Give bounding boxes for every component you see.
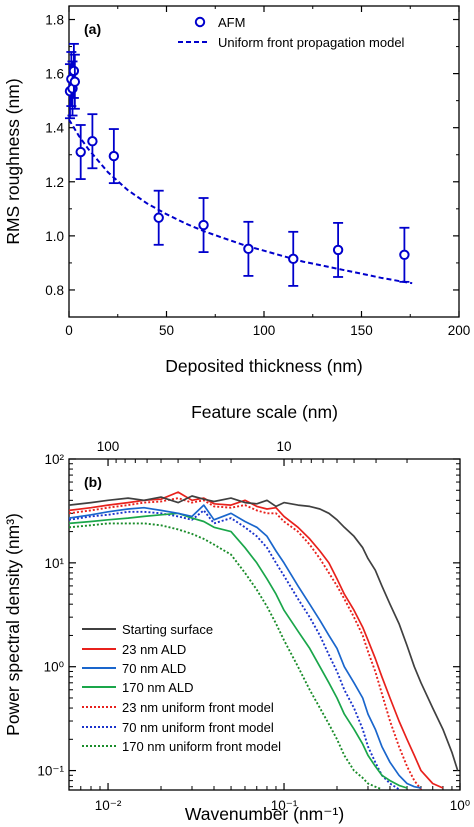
legend-model-label: Uniform front propagation model — [218, 35, 405, 50]
panel-b-top-axis-label: Feature scale (nm) — [191, 402, 338, 422]
afm-data-point — [75, 146, 86, 158]
afm-data-point — [288, 253, 299, 265]
afm-data-point — [87, 136, 98, 147]
afm-data-point — [243, 243, 254, 255]
psd-series-line — [69, 512, 408, 789]
legend-afm-label: AFM — [218, 15, 245, 30]
panel-b-y-axis-label: Power spectral density (nm³) — [3, 513, 23, 736]
panel-a-x-tick-label: 0 — [65, 323, 73, 338]
panel-a-y-axis-label: RMS roughness (nm) — [3, 78, 23, 244]
psd-legend-label: 23 nm ALD — [122, 642, 186, 657]
panel-a-y-tick-label: 1.8 — [45, 13, 64, 28]
psd-legend-label: 170 nm ALD — [122, 680, 194, 695]
model-fit-line — [68, 119, 413, 285]
afm-data-point — [332, 244, 344, 256]
panel-b-y-tick-label: 10⁻¹ — [37, 764, 64, 779]
afm-data-point — [399, 249, 410, 261]
afm-data-point — [69, 76, 81, 87]
panel-a-y-tick-label: 1.4 — [45, 121, 64, 136]
psd-series-line — [69, 504, 422, 789]
panel-b-x-tick-label: 10⁰ — [450, 798, 471, 813]
afm-data-point — [68, 65, 80, 77]
psd-legend-label: 170 nm uniform front model — [122, 739, 281, 754]
psd-legend-label: 70 nm ALD — [122, 661, 186, 676]
psd-series-line — [69, 509, 400, 790]
panel-b-y-tick-label: 10² — [44, 452, 64, 467]
psd-series-line — [69, 491, 444, 789]
panel-b-x-tick-label: 10⁻² — [95, 798, 122, 813]
panel-b-x-axis-label: Wavenumber (nm⁻¹) — [185, 804, 344, 824]
panel-a-x-tick-label: 100 — [253, 323, 276, 338]
panel-a-y-tick-label: 1.0 — [45, 229, 64, 244]
panel-a-label: (a) — [84, 21, 101, 37]
psd-legend-label: 23 nm uniform front model — [122, 700, 274, 715]
panel-b-x-tick-label: 10⁻¹ — [271, 798, 298, 813]
psd-series-line — [69, 495, 459, 771]
afm-data-point — [198, 219, 209, 231]
panel-b-top-tick-label: 10 — [277, 439, 292, 454]
panel-b-y-tick-label: 10¹ — [44, 556, 64, 571]
panel-a-x-tick-label: 200 — [448, 323, 471, 338]
panel-b-frame — [68, 458, 461, 791]
panel-a-y-tick-label: 0.8 — [45, 283, 64, 298]
panel-a-x-tick-label: 150 — [350, 323, 373, 338]
psd-series-line — [69, 522, 383, 790]
panel-b-y-tick-label: 10⁰ — [44, 660, 65, 675]
psd-legend-label: 70 nm uniform front model — [122, 720, 274, 735]
legend-afm-marker — [194, 16, 206, 28]
panel-a-x-axis-label: Deposited thickness (nm) — [165, 356, 362, 376]
panel-a-x-tick-label: 50 — [159, 323, 174, 338]
afm-data-point — [108, 150, 120, 162]
panel-a-frame — [68, 5, 460, 318]
psd-legend-label: Starting surface — [122, 622, 213, 637]
panel-a-y-tick-label: 1.2 — [45, 175, 64, 190]
afm-data-point — [153, 212, 164, 223]
panel-b-plot-area — [69, 491, 459, 790]
panel-b-label: (b) — [84, 474, 102, 490]
panel-b-top-tick-label: 100 — [97, 439, 120, 454]
panel-a-y-tick-label: 1.6 — [45, 67, 64, 82]
psd-series-line — [69, 497, 422, 790]
